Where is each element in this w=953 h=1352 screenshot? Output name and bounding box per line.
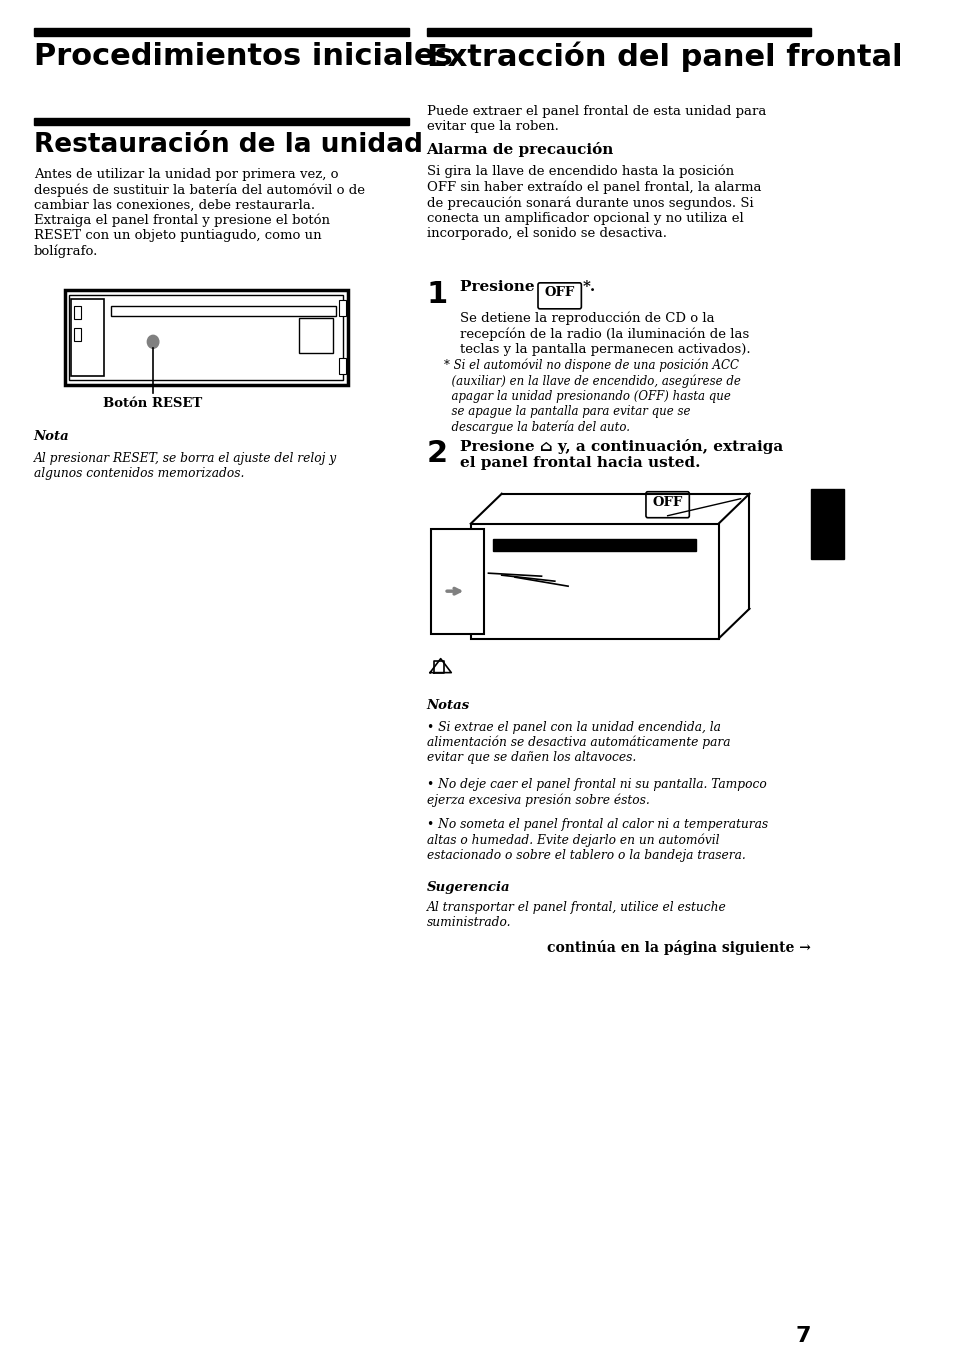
Text: • No someta el panel frontal al calor ni a temperaturas
altas o humedad. Evite d: • No someta el panel frontal al calor ni…: [426, 818, 767, 861]
Text: continúa en la página siguiente →: continúa en la página siguiente →: [546, 941, 810, 956]
Text: OFF: OFF: [652, 496, 682, 508]
Text: Botón RESET: Botón RESET: [103, 396, 202, 410]
Text: Notas: Notas: [426, 699, 469, 711]
Text: Antes de utilizar la unidad por primera vez, o
después de sustituir la batería d: Antes de utilizar la unidad por primera …: [33, 168, 364, 258]
Bar: [470, 523, 718, 638]
Text: Procedimientos iniciales: Procedimientos iniciales: [33, 42, 452, 70]
Text: • Si extrae el panel con la unidad encendida, la
alimentación se desactiva autom: • Si extrae el panel con la unidad encen…: [426, 721, 729, 764]
Bar: [810, 488, 843, 558]
Text: *.: *.: [582, 280, 596, 293]
Text: Al presionar RESET, se borra el ajuste del reloj y
algunos contenidos memorizado: Al presionar RESET, se borra el ajuste d…: [33, 452, 336, 480]
Text: • No deje caer el panel frontal ni su pantalla. Tampoco
ejerza excesiva presión : • No deje caer el panel frontal ni su pa…: [426, 777, 765, 807]
Text: OFF: OFF: [544, 285, 575, 299]
Bar: [71, 299, 104, 376]
Text: * Si el automóvil no dispone de una posición ACC
  (auxiliar) en la llave de enc: * Si el automóvil no dispone de una posi…: [444, 358, 740, 434]
Bar: [33, 28, 409, 37]
Text: 7: 7: [794, 1326, 810, 1347]
Bar: [111, 306, 335, 316]
Text: 1: 1: [426, 280, 447, 308]
Bar: [338, 300, 346, 316]
FancyBboxPatch shape: [645, 492, 689, 518]
Text: Si gira la llave de encendido hasta la posición
OFF sin haber extraído el panel : Si gira la llave de encendido hasta la p…: [426, 165, 760, 239]
FancyBboxPatch shape: [537, 283, 580, 308]
Text: Presione: Presione: [459, 280, 539, 293]
Bar: [74, 306, 81, 319]
Circle shape: [147, 335, 158, 349]
Bar: [74, 327, 81, 341]
Bar: [33, 118, 409, 124]
Bar: [493, 538, 696, 550]
Text: Nota: Nota: [33, 430, 70, 442]
Bar: [426, 28, 810, 37]
Bar: [338, 358, 346, 373]
Text: Extracción del panel frontal: Extracción del panel frontal: [426, 42, 902, 73]
Bar: [65, 289, 348, 385]
Bar: [69, 295, 343, 380]
Text: 2: 2: [426, 439, 447, 468]
Text: Restauración de la unidad: Restauración de la unidad: [33, 132, 422, 158]
Text: Puede extraer el panel frontal de esta unidad para
evitar que la roben.: Puede extraer el panel frontal de esta u…: [426, 105, 765, 132]
Text: Se detiene la reproducción de CD o la
recepcíón de la radio (la iluminación de l: Se detiene la reproducción de CD o la re…: [459, 312, 750, 356]
Text: Sugerencia: Sugerencia: [426, 880, 510, 894]
Text: Alarma de precaución: Alarma de precaución: [426, 142, 613, 157]
Bar: [299, 318, 333, 353]
Text: Al transportar el panel frontal, utilice el estuche
suministrado.: Al transportar el panel frontal, utilice…: [426, 900, 725, 929]
Bar: [431, 529, 483, 634]
Text: Presione ⌂ y, a continuación, extraiga
el panel frontal hacia usted.: Presione ⌂ y, a continuación, extraiga e…: [459, 439, 782, 470]
